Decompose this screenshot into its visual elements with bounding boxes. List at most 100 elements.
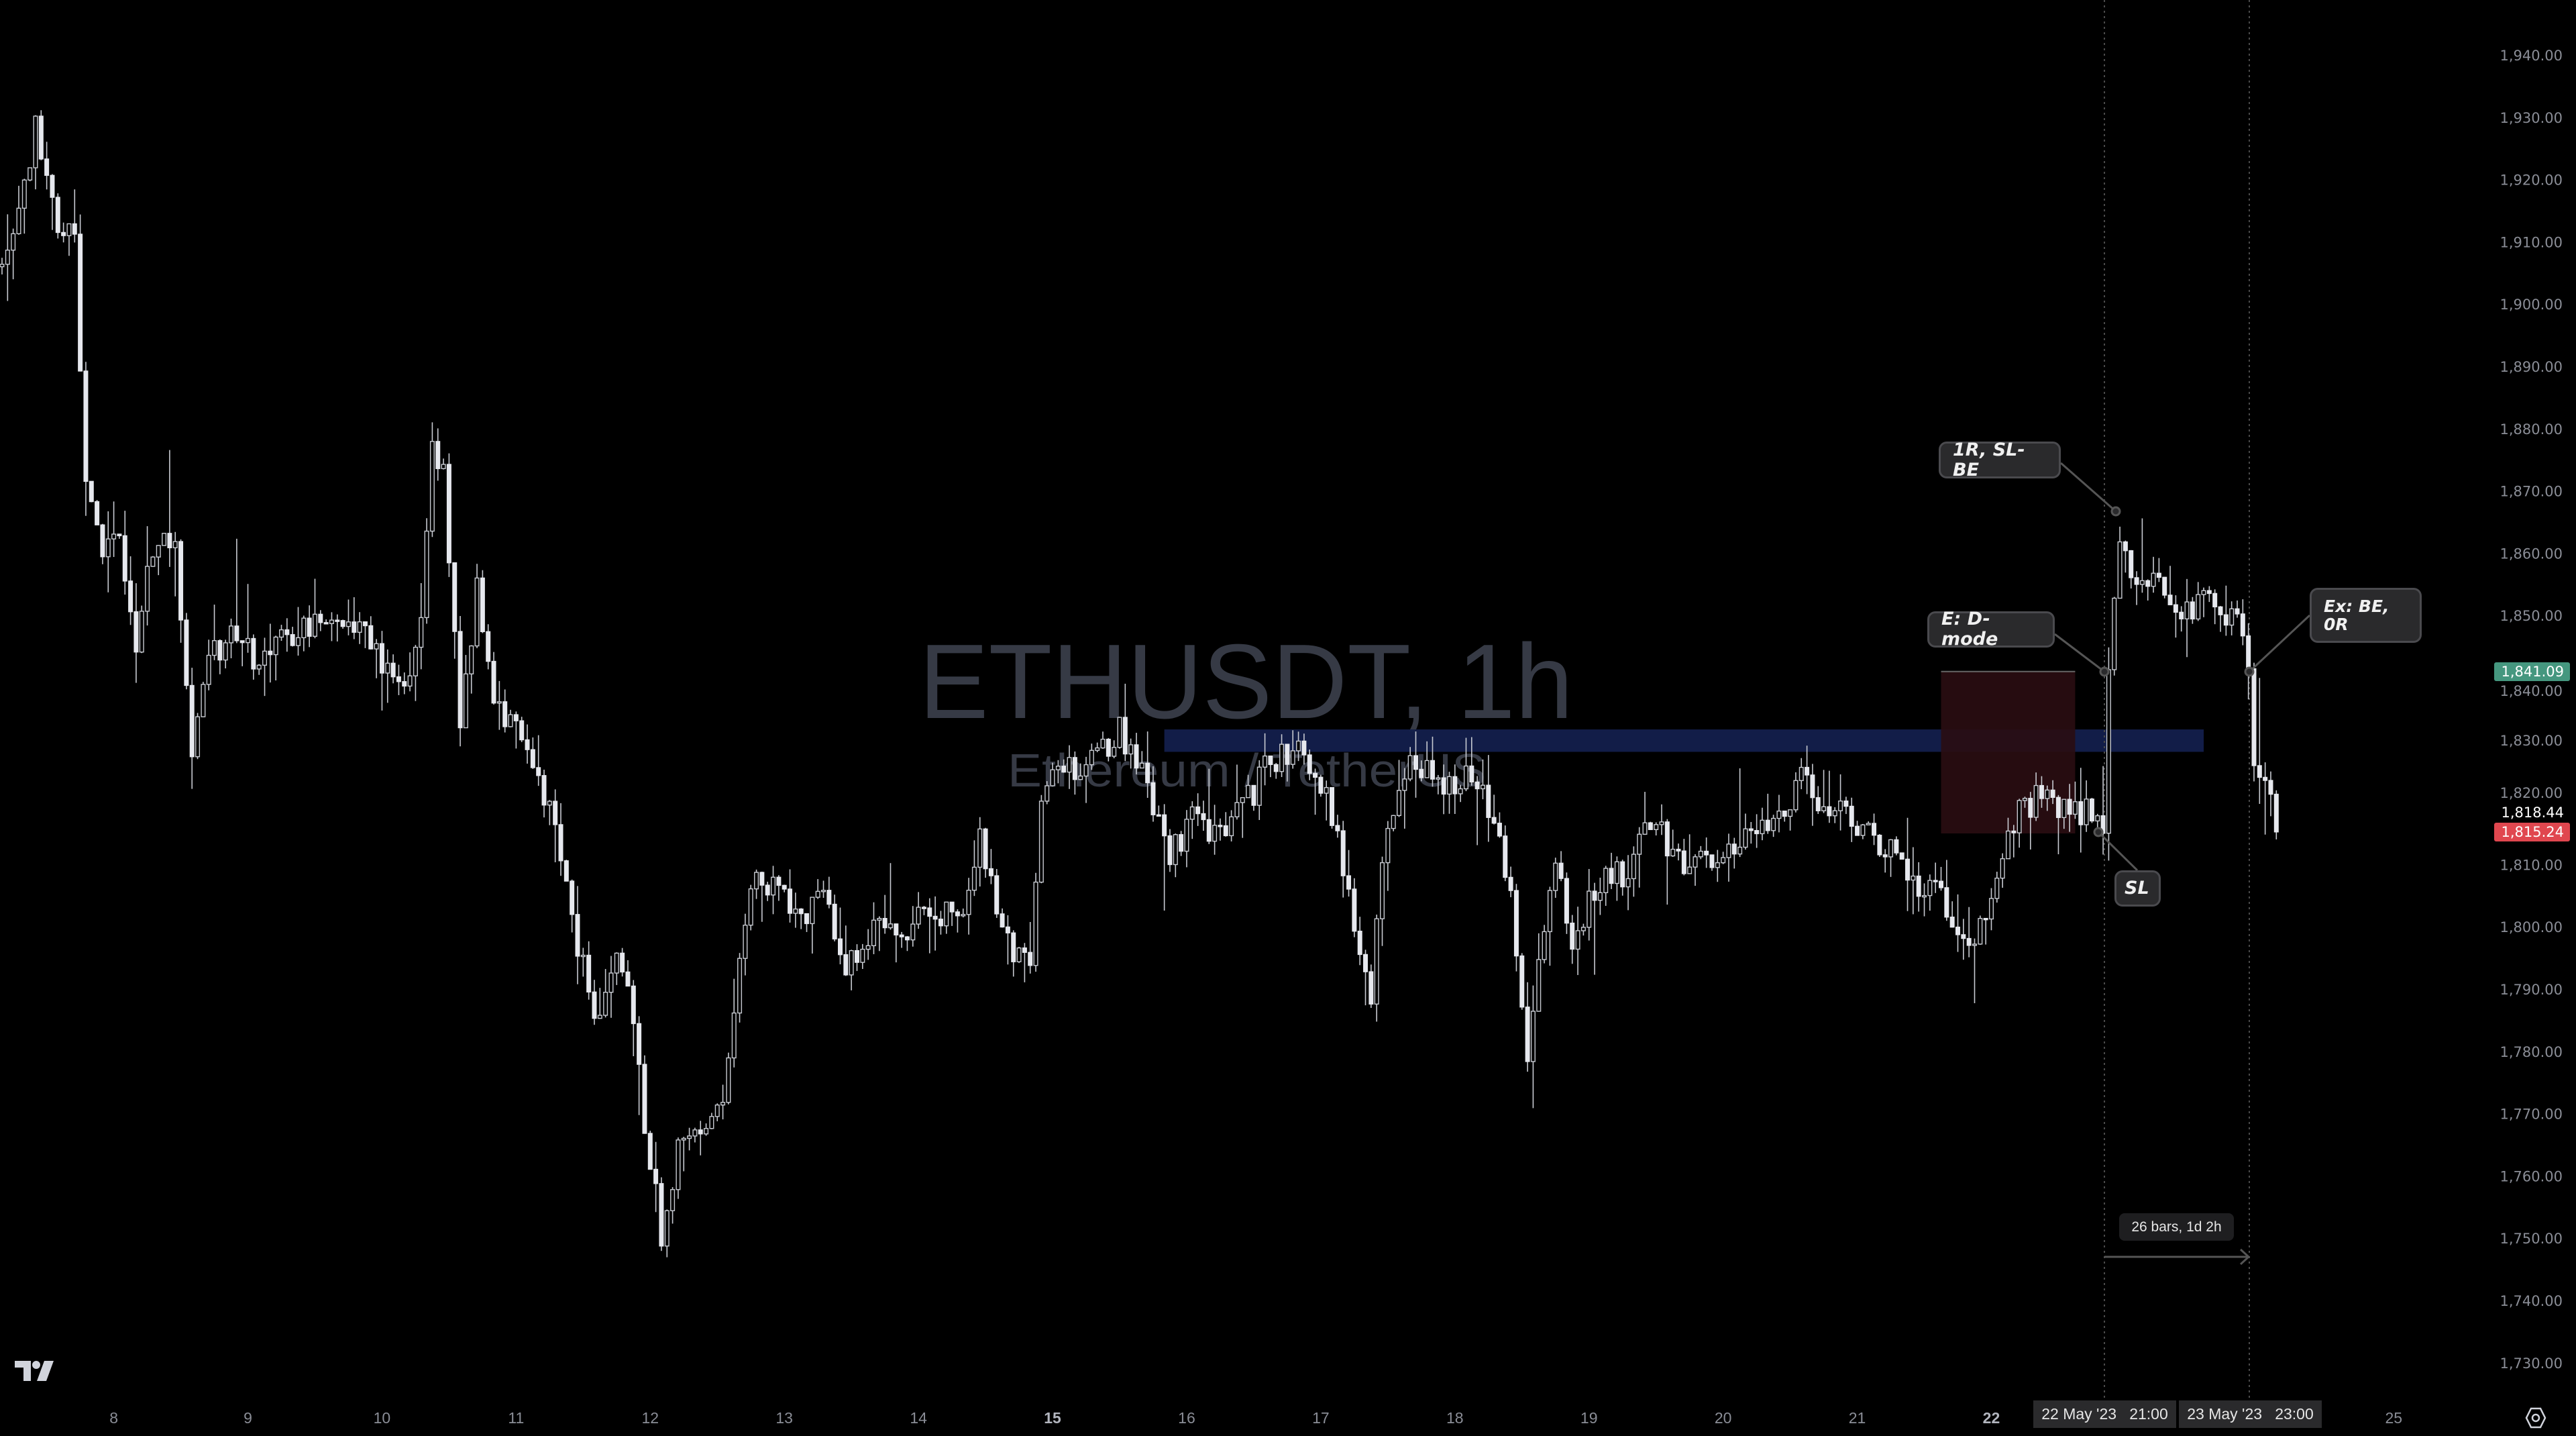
candle [1698, 845, 1703, 860]
candle [16, 185, 21, 235]
time-axis[interactable]: 8 9 10 11 12 13 14 15 16 17 18 19 20 21 22 25 [109, 1409, 2402, 1427]
annotation-1r-sl-be[interactable]: 1R, SL-BE [1939, 440, 2061, 480]
price-axis[interactable]: 1,940.00 1,930.00 1,920.00 1,910.00 1,900.00… [2500, 48, 2563, 1372]
candle [2268, 771, 2273, 817]
candle-body-up [2017, 800, 2022, 833]
candle [1313, 768, 1318, 815]
candle-body-down [1430, 760, 1435, 780]
candle-body-down [167, 533, 172, 549]
candle [1380, 856, 1385, 946]
candle [2061, 799, 2067, 829]
candle-body-up [1296, 740, 1301, 752]
candle [139, 605, 144, 654]
anchor-1r[interactable] [2110, 506, 2121, 517]
annotation-sl-text: SL [2125, 878, 2149, 899]
candle-body-up [1100, 738, 1106, 749]
candle-body-down [804, 913, 810, 925]
candle [1430, 736, 1435, 787]
candle-body-down [55, 197, 60, 234]
annotation-connectors [2054, 462, 2311, 872]
red-zone[interactable] [1941, 671, 2076, 833]
candle-body-up [139, 611, 144, 653]
candle-body-up [1402, 778, 1407, 791]
candle [804, 913, 810, 932]
candle [743, 913, 748, 976]
anchor-exit[interactable] [2244, 666, 2255, 677]
candle-body-up [2201, 590, 2206, 595]
candle [860, 943, 865, 969]
candle-body-down [1352, 888, 1357, 932]
candle [402, 672, 407, 695]
candle-body-up [810, 896, 815, 925]
candle [681, 1137, 686, 1172]
candle [1463, 737, 1468, 792]
candle [904, 935, 910, 952]
candle [1134, 733, 1139, 775]
candle-body-up [11, 233, 16, 251]
candle-body-down [2055, 797, 2061, 819]
time-tick-label: 15 [1044, 1409, 1061, 1427]
candle-body-up [1385, 827, 1391, 864]
anchor-entry[interactable] [2099, 666, 2110, 677]
candle-body-down [2078, 801, 2084, 825]
candle [1263, 733, 1268, 786]
candle-body-up [1553, 862, 1558, 891]
candle [899, 931, 904, 948]
candle [2055, 794, 2061, 855]
candle-body-down [832, 903, 837, 939]
candle-body-up [111, 533, 117, 540]
candle [1318, 774, 1324, 797]
candle [1234, 764, 1240, 820]
candle-body-up [413, 646, 418, 676]
candle [419, 582, 424, 670]
annotation-entry[interactable]: E: D-mode [1927, 609, 2055, 650]
candle [1587, 868, 1592, 941]
candle-body-down [2067, 799, 2072, 815]
candle [938, 911, 943, 935]
candle [1089, 743, 1094, 770]
connector-entry [2054, 633, 2105, 673]
candle-body-down [759, 872, 765, 886]
candle-body-down [396, 676, 401, 682]
candle-body-up [105, 538, 111, 558]
candle [1944, 860, 1949, 921]
anchor-sl[interactable] [2093, 827, 2104, 837]
candle [496, 680, 502, 730]
candle [1676, 843, 1681, 861]
candle-body-up [273, 636, 278, 656]
candle-body-down [1028, 952, 1033, 966]
candle-body-down [1474, 781, 1480, 790]
candle-body-up [329, 619, 334, 624]
candle [1664, 819, 1670, 905]
candle [2017, 799, 2022, 848]
bars-measure-arrow[interactable] [2104, 1248, 2251, 1266]
candle-body-down [1966, 937, 1972, 946]
candle-body-up [1234, 802, 1240, 818]
tradingview-logo[interactable] [15, 1360, 56, 1386]
candle [1805, 746, 1810, 794]
candle-body-down [536, 767, 541, 776]
candle [788, 869, 793, 923]
candle [2106, 647, 2111, 861]
candle-body-down [988, 868, 994, 876]
candle-body-down [50, 174, 55, 198]
candle-body-up [1050, 769, 1055, 786]
candle-body-down [837, 938, 843, 956]
candle [1100, 731, 1106, 749]
candle [1704, 837, 1709, 868]
candle-body-up [704, 1128, 709, 1135]
candle [66, 223, 72, 256]
candle [374, 639, 379, 678]
candle [469, 645, 474, 694]
annotation-sl[interactable]: SL [2114, 870, 2161, 907]
candle [1122, 683, 1128, 762]
candle-body-up [429, 441, 435, 532]
candle [1005, 915, 1010, 965]
candle-body-up [860, 948, 865, 963]
settings-hexagon-icon[interactable] [2524, 1406, 2548, 1433]
time-tick-label: 11 [508, 1409, 524, 1427]
annotation-exit[interactable]: Ex: BE, 0R [2310, 588, 2422, 643]
candle-body-down [1805, 766, 1810, 776]
candle [1436, 774, 1441, 794]
